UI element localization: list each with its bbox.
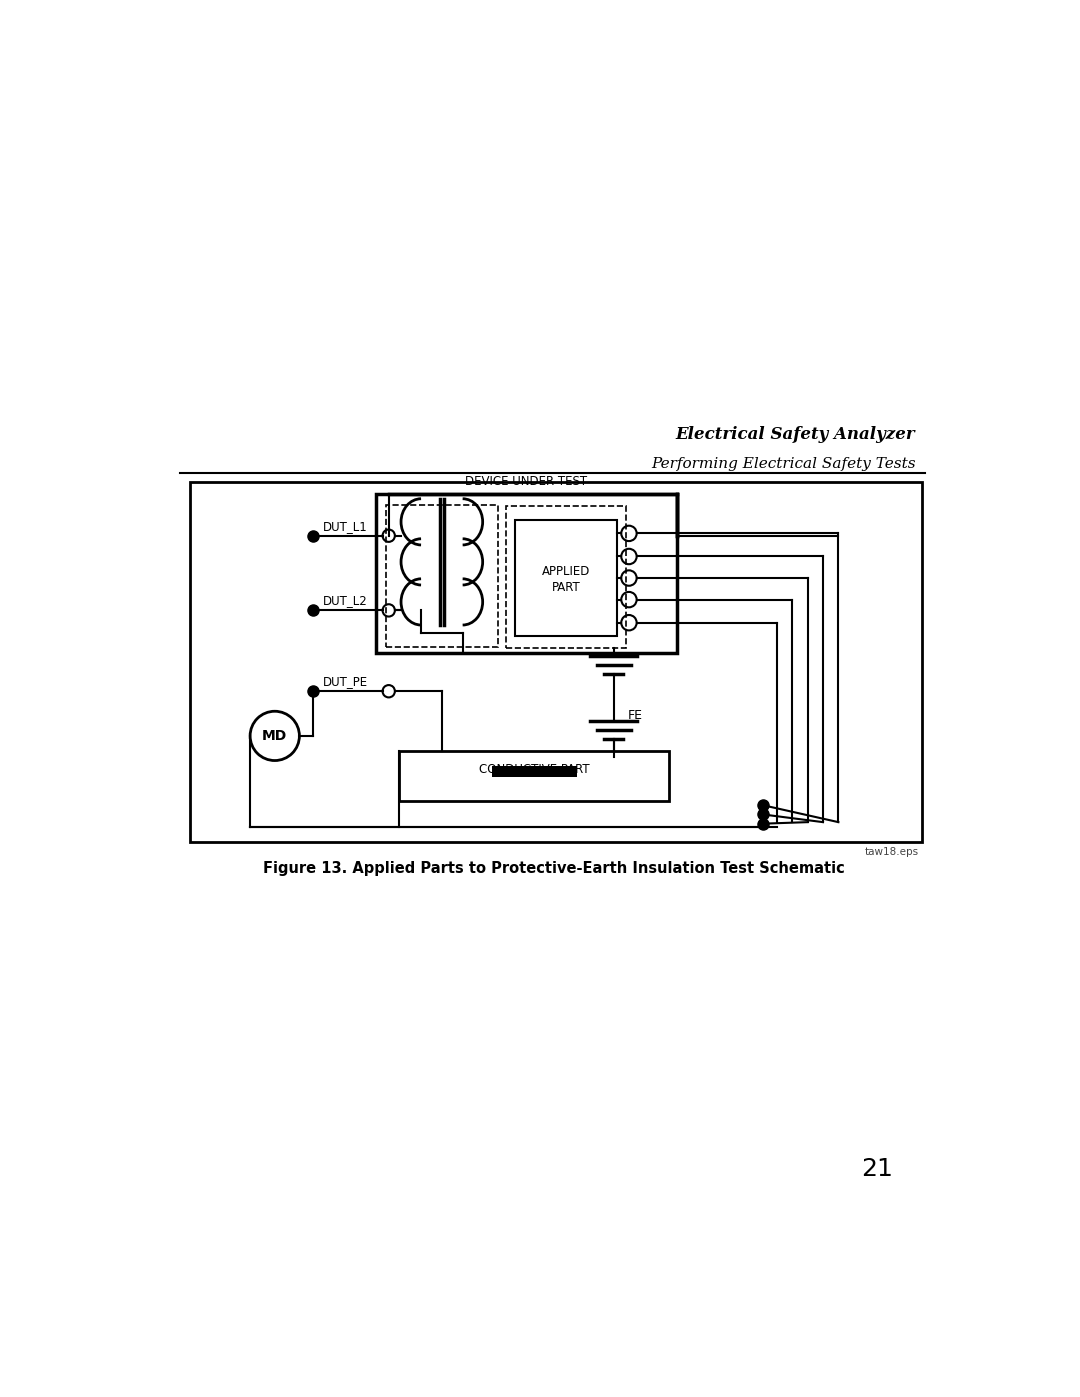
Text: Performing Electrical Safety Tests: Performing Electrical Safety Tests [651, 457, 916, 471]
Text: DEVICE UNDER TEST: DEVICE UNDER TEST [465, 475, 588, 488]
Text: 21: 21 [861, 1157, 893, 1180]
Text: CONDUCTIVE PART: CONDUCTIVE PART [478, 763, 590, 777]
Text: Electrical Safety Analyzer: Electrical Safety Analyzer [676, 426, 916, 443]
Text: DUT_L2: DUT_L2 [323, 594, 367, 608]
Text: FE: FE [627, 710, 643, 722]
Bar [505, 507, 626, 648]
Text: DUT_PE: DUT_PE [323, 675, 367, 689]
Text: taw18.eps: taw18.eps [865, 847, 919, 856]
Bar [515, 520, 617, 636]
Text: DUT_L1: DUT_L1 [323, 520, 367, 532]
Bar [386, 504, 498, 647]
Bar [377, 495, 677, 652]
Text: PART: PART [552, 581, 580, 594]
Text: Figure 13. Applied Parts to Protective-Earth Insulation Test Schematic: Figure 13. Applied Parts to Protective-E… [262, 861, 845, 876]
Bar [190, 482, 921, 842]
Bar [491, 766, 577, 778]
Text: MD: MD [262, 729, 287, 743]
Bar [400, 752, 669, 800]
Text: APPLIED: APPLIED [542, 566, 590, 578]
